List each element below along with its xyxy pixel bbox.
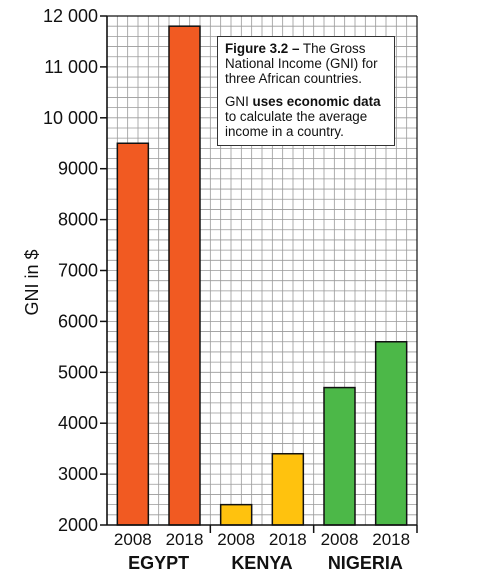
group-label-kenya: KENYA [231, 553, 292, 573]
x-tick-label: 2018 [166, 530, 204, 549]
bar-kenya-2018 [271, 452, 305, 526]
caption-paragraph-1: Figure 3.2 – The Gross National Income (… [225, 41, 387, 86]
bar-egypt-2008 [116, 142, 150, 526]
y-tick-label: 5000 [58, 362, 98, 382]
y-tick-label: 11 000 [44, 57, 98, 77]
y-tick-label: 8000 [58, 210, 98, 230]
caption-paragraph-2: GNI uses economic data to calculate the … [225, 94, 387, 139]
figure-description: The Gross National Income (GNI) for thre… [225, 41, 378, 86]
bar-nigeria-2008 [323, 386, 356, 526]
bar-egypt-2018 [168, 25, 201, 526]
chart-axes [100, 15, 418, 533]
y-tick-label: 6000 [58, 311, 98, 331]
y-tick-label: 2000 [58, 515, 98, 535]
y-tick-label: 10 000 [43, 108, 98, 128]
figure-caption-box: Figure 3.2 – The Gross National Income (… [217, 36, 395, 146]
x-tick-label: 2018 [372, 530, 410, 549]
y-tick-label: 7000 [58, 261, 98, 281]
y-axis-label: GNI in $ [22, 249, 42, 315]
x-tick-label: 2018 [269, 530, 307, 549]
chart-labels: 2008 2018 EGYPT 2008 2018 KENYA 2008 2018 NIGERI… [22, 6, 410, 573]
caption-text-pre: GNI [225, 94, 253, 109]
x-tick-label: 2008 [217, 530, 255, 549]
y-tick-label: 12 000 [43, 6, 98, 26]
bar-kenya-2008 [219, 503, 253, 526]
x-tick-label: 2008 [114, 530, 152, 549]
caption-text-bold: uses economic data [252, 94, 381, 109]
y-tick-label: 3000 [58, 464, 98, 484]
x-tick-label: 2008 [321, 530, 359, 549]
caption-text-post: to calculate the average income in a cou… [225, 109, 368, 139]
y-tick-label: 9000 [58, 159, 98, 179]
figure-label: Figure 3.2 – [225, 41, 300, 56]
group-label-nigeria: NIGERIA [328, 553, 403, 573]
bar-nigeria-2018 [374, 341, 408, 526]
y-tick-label: 4000 [58, 413, 98, 433]
chart-bars [116, 25, 408, 526]
group-label-egypt: EGYPT [128, 553, 189, 573]
